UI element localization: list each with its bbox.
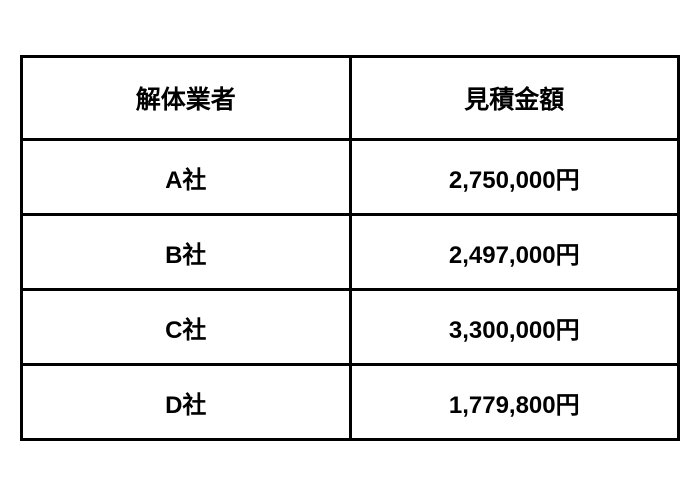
table-row: B社 2,497,000円	[22, 215, 679, 290]
table-container: 解体業者 見積金額 A社 2,750,000円 B社 2,497,000円 C社…	[0, 0, 700, 500]
cell-amount: 2,497,000円	[350, 215, 679, 290]
table-row: C社 3,300,000円	[22, 290, 679, 365]
cell-amount: 3,300,000円	[350, 290, 679, 365]
cell-contractor: D社	[22, 365, 351, 440]
cell-contractor: A社	[22, 140, 351, 215]
cell-amount: 1,779,800円	[350, 365, 679, 440]
table-row: A社 2,750,000円	[22, 140, 679, 215]
table-header-row: 解体業者 見積金額	[22, 57, 679, 140]
cell-amount: 2,750,000円	[350, 140, 679, 215]
table-row: D社 1,779,800円	[22, 365, 679, 440]
col-header-amount: 見積金額	[350, 57, 679, 140]
quote-table: 解体業者 見積金額 A社 2,750,000円 B社 2,497,000円 C社…	[20, 55, 680, 441]
cell-contractor: C社	[22, 290, 351, 365]
cell-contractor: B社	[22, 215, 351, 290]
col-header-contractor: 解体業者	[22, 57, 351, 140]
